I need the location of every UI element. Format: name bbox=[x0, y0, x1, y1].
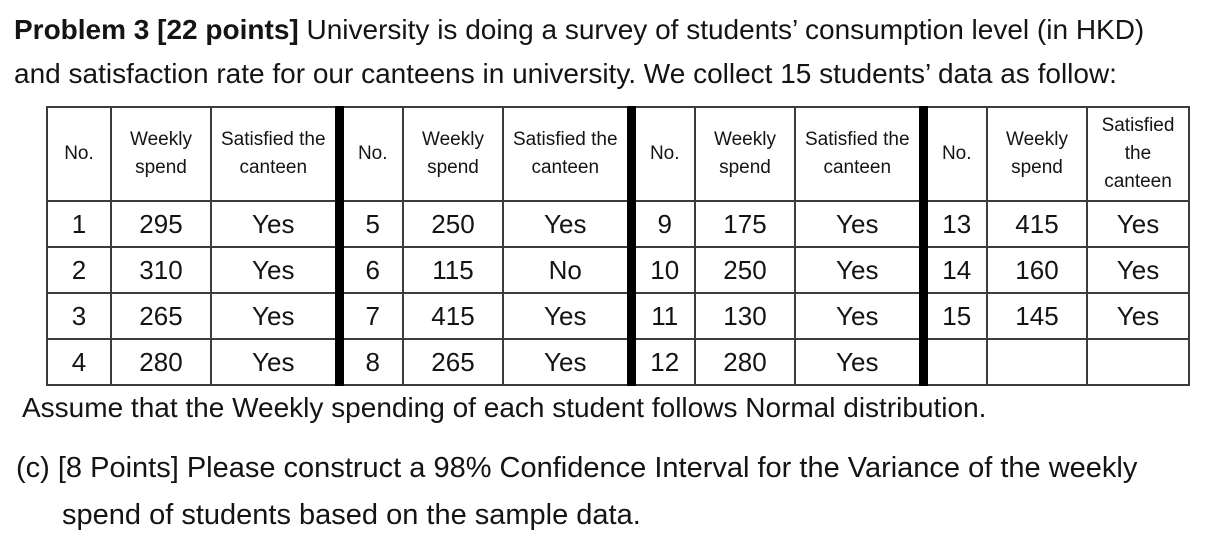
col-header-weekly-spend: Weekly spend bbox=[110, 106, 212, 202]
intro-line-2: and satisfaction rate for our canteens i… bbox=[14, 58, 1117, 89]
table-row: 3 265 Yes 7 415 Yes 11 130 Yes 15 145 Ye… bbox=[46, 292, 1190, 340]
cell-satisfied: Yes bbox=[210, 292, 340, 340]
cell-weekly-spend: 415 bbox=[986, 200, 1088, 248]
cell-satisfied: Yes bbox=[794, 292, 924, 340]
cell-satisfied: Yes bbox=[502, 338, 632, 386]
cell-weekly-spend: 415 bbox=[402, 292, 504, 340]
cell-no: 15 bbox=[918, 292, 988, 340]
cell-no: 2 bbox=[46, 246, 112, 294]
cell-no: 10 bbox=[626, 246, 696, 294]
cell-weekly-spend: 310 bbox=[110, 246, 212, 294]
problem-statement: Problem 3 [22 points] University is doin… bbox=[0, 0, 1226, 96]
cell-weekly-spend: 175 bbox=[694, 200, 796, 248]
cell-satisfied bbox=[1086, 338, 1190, 386]
cell-satisfied: Yes bbox=[1086, 200, 1190, 248]
col-header-no: No. bbox=[46, 106, 112, 202]
col-header-weekly-spend: Weekly spend bbox=[694, 106, 796, 202]
assumption-note: Assume that the Weekly spending of each … bbox=[22, 392, 987, 423]
cell-weekly-spend: 160 bbox=[986, 246, 1088, 294]
cell-weekly-spend: 145 bbox=[986, 292, 1088, 340]
cell-no: 11 bbox=[626, 292, 696, 340]
cell-satisfied: Yes bbox=[502, 200, 632, 248]
cell-weekly-spend: 265 bbox=[110, 292, 212, 340]
cell-satisfied: Yes bbox=[794, 246, 924, 294]
cell-weekly-spend: 250 bbox=[402, 200, 504, 248]
cell-no: 14 bbox=[918, 246, 988, 294]
col-header-weekly-spend: Weekly spend bbox=[402, 106, 504, 202]
cell-no: 5 bbox=[334, 200, 404, 248]
cell-weekly-spend: 280 bbox=[694, 338, 796, 386]
col-header-satisfied: Satisfied the canteen bbox=[210, 106, 340, 202]
cell-satisfied: Yes bbox=[502, 292, 632, 340]
cell-no: 12 bbox=[626, 338, 696, 386]
cell-no: 6 bbox=[334, 246, 404, 294]
cell-no: 3 bbox=[46, 292, 112, 340]
cell-satisfied: Yes bbox=[210, 246, 340, 294]
students-table: No. Weekly spend Satisfied the canteen N… bbox=[46, 106, 1190, 386]
cell-weekly-spend: 115 bbox=[402, 246, 504, 294]
cell-satisfied: Yes bbox=[1086, 292, 1190, 340]
col-header-no: No. bbox=[626, 106, 696, 202]
col-header-no: No. bbox=[918, 106, 988, 202]
cell-no: 13 bbox=[918, 200, 988, 248]
cell-weekly-spend: 130 bbox=[694, 292, 796, 340]
question-c-line1: (c) [8 Points] Please construct a 98% Co… bbox=[16, 452, 1138, 484]
cell-satisfied: Yes bbox=[1086, 246, 1190, 294]
table-row: 2 310 Yes 6 115 No 10 250 Yes 14 160 Yes bbox=[46, 246, 1190, 294]
col-header-satisfied: Satisfied the canteen bbox=[502, 106, 632, 202]
intro-line1-rest: University is doing a survey of students… bbox=[298, 14, 1145, 45]
cell-weekly-spend: 295 bbox=[110, 200, 212, 248]
cell-weekly-spend: 250 bbox=[694, 246, 796, 294]
problem-label: Problem 3 [22 points] bbox=[14, 14, 299, 45]
col-header-weekly-spend: Weekly spend bbox=[986, 106, 1088, 202]
table-header-row: No. Weekly spend Satisfied the canteen N… bbox=[46, 106, 1190, 202]
cell-no: 7 bbox=[334, 292, 404, 340]
col-header-satisfied: Satisfied the canteen bbox=[794, 106, 924, 202]
col-header-satisfied: Satisfied the canteen bbox=[1086, 106, 1190, 202]
table-row: 4 280 Yes 8 265 Yes 12 280 Yes bbox=[46, 338, 1190, 386]
cell-no bbox=[918, 338, 988, 386]
cell-no: 9 bbox=[626, 200, 696, 248]
cell-weekly-spend: 280 bbox=[110, 338, 212, 386]
cell-weekly-spend bbox=[986, 338, 1088, 386]
cell-no: 1 bbox=[46, 200, 112, 248]
table-row: 1 295 Yes 5 250 Yes 9 175 Yes 13 415 Yes bbox=[46, 200, 1190, 248]
question-c-line2: spend of students based on the sample da… bbox=[62, 499, 641, 531]
cell-no: 8 bbox=[334, 338, 404, 386]
cell-satisfied: Yes bbox=[794, 338, 924, 386]
cell-no: 4 bbox=[46, 338, 112, 386]
cell-satisfied: Yes bbox=[210, 338, 340, 386]
cell-weekly-spend: 265 bbox=[402, 338, 504, 386]
question-c: (c) [8 Points] Please construct a 98% Co… bbox=[16, 445, 1226, 539]
intro-line-1: Problem 3 [22 points] University is doin… bbox=[14, 8, 1226, 52]
cell-satisfied: Yes bbox=[794, 200, 924, 248]
col-header-no: No. bbox=[334, 106, 404, 202]
cell-satisfied: No bbox=[502, 246, 632, 294]
cell-satisfied: Yes bbox=[210, 200, 340, 248]
